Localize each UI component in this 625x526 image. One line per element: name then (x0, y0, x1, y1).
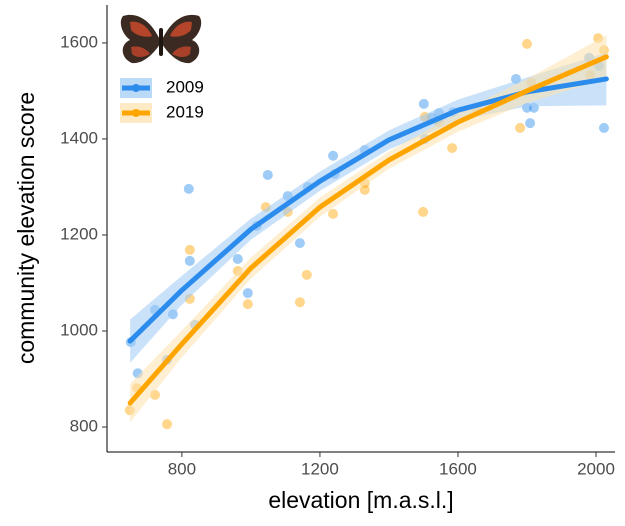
butterfly-body (159, 28, 163, 56)
wing-right (162, 14, 202, 64)
point (294, 238, 305, 249)
point (418, 98, 429, 109)
point (183, 183, 194, 194)
point (515, 122, 526, 133)
legend-item: 2019 (120, 102, 204, 123)
y-tick-label: 800 (70, 417, 98, 436)
wing-spot (131, 46, 150, 57)
point (242, 299, 253, 310)
point (328, 208, 339, 219)
wing-left (120, 14, 160, 64)
point (525, 118, 536, 129)
point (447, 143, 458, 154)
point (598, 122, 609, 133)
plot-layer (124, 33, 609, 430)
point (232, 253, 243, 264)
point (184, 244, 195, 255)
legend-item: 2009 (120, 77, 204, 98)
y-tick-label: 1600 (60, 32, 98, 51)
x-tick-label: 1200 (301, 459, 339, 478)
point (294, 297, 305, 308)
point (242, 288, 253, 299)
confidence-band (130, 35, 607, 423)
butterfly-icon (120, 14, 202, 64)
wing-spot (170, 21, 192, 37)
x-tick-label: 1600 (439, 459, 477, 478)
point (521, 38, 532, 49)
y-tick-label: 1000 (60, 320, 98, 339)
y-axis-title: community elevation score (13, 92, 39, 364)
y-tick-label: 1400 (60, 128, 98, 147)
legend-key-point (132, 109, 140, 117)
legend-label: 2009 (166, 77, 204, 96)
point (184, 255, 195, 266)
legend-key-point (132, 84, 140, 92)
legend-label: 2019 (166, 102, 204, 121)
point (162, 419, 173, 430)
x-axis-title: elevation [m.a.s.l.] (268, 487, 453, 513)
x-tick-label: 2000 (577, 459, 615, 478)
point (359, 184, 370, 195)
fit-line (127, 54, 609, 406)
wing-spot (130, 21, 152, 37)
wing-spot (172, 46, 191, 57)
x-tick-label: 800 (168, 459, 196, 478)
point (418, 206, 429, 217)
point (301, 269, 312, 280)
point (262, 169, 273, 180)
y-tick-label: 1200 (60, 224, 98, 243)
point (328, 150, 339, 161)
